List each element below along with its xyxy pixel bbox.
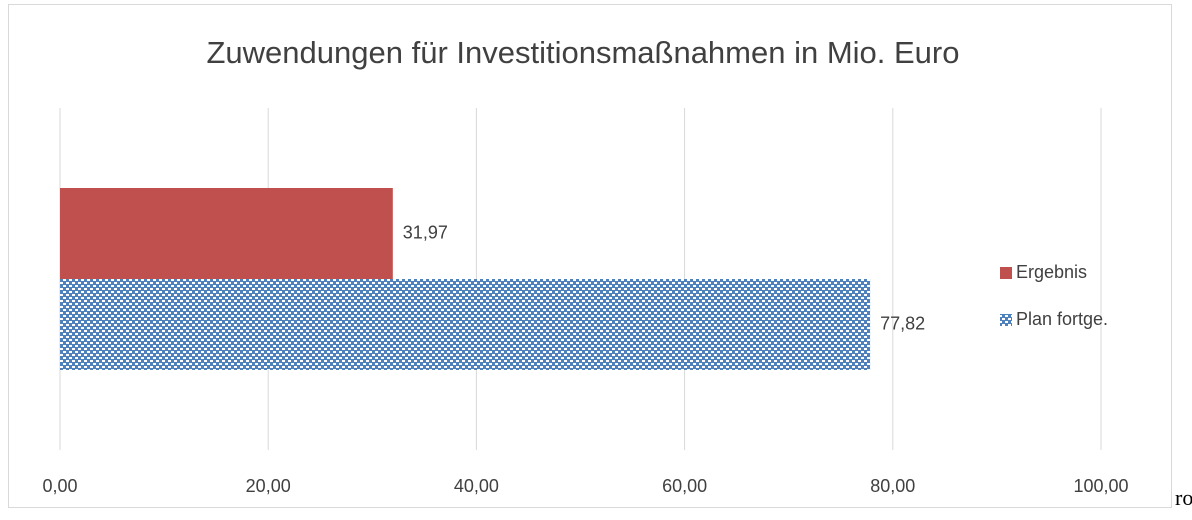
stray-text: ro xyxy=(1175,485,1192,510)
legend-label: Plan fortge. xyxy=(1016,309,1108,329)
legend-swatch xyxy=(1000,314,1012,326)
x-tick-label: 80,00 xyxy=(870,476,915,496)
x-tick-label: 60,00 xyxy=(662,476,707,496)
chart-title: Zuwendungen für Investitionsmaßnahmen in… xyxy=(206,35,959,70)
x-tick-label: 20,00 xyxy=(246,476,291,496)
x-tick-label: 100,00 xyxy=(1073,476,1128,496)
legend-label: Ergebnis xyxy=(1016,262,1087,282)
bar xyxy=(60,188,393,279)
bar xyxy=(60,279,871,370)
data-label: 77,82 xyxy=(880,313,925,333)
x-tick-label: 0,00 xyxy=(42,476,77,496)
legend-swatch xyxy=(1000,267,1012,279)
x-tick-label: 40,00 xyxy=(454,476,499,496)
data-label: 31,97 xyxy=(403,222,448,242)
